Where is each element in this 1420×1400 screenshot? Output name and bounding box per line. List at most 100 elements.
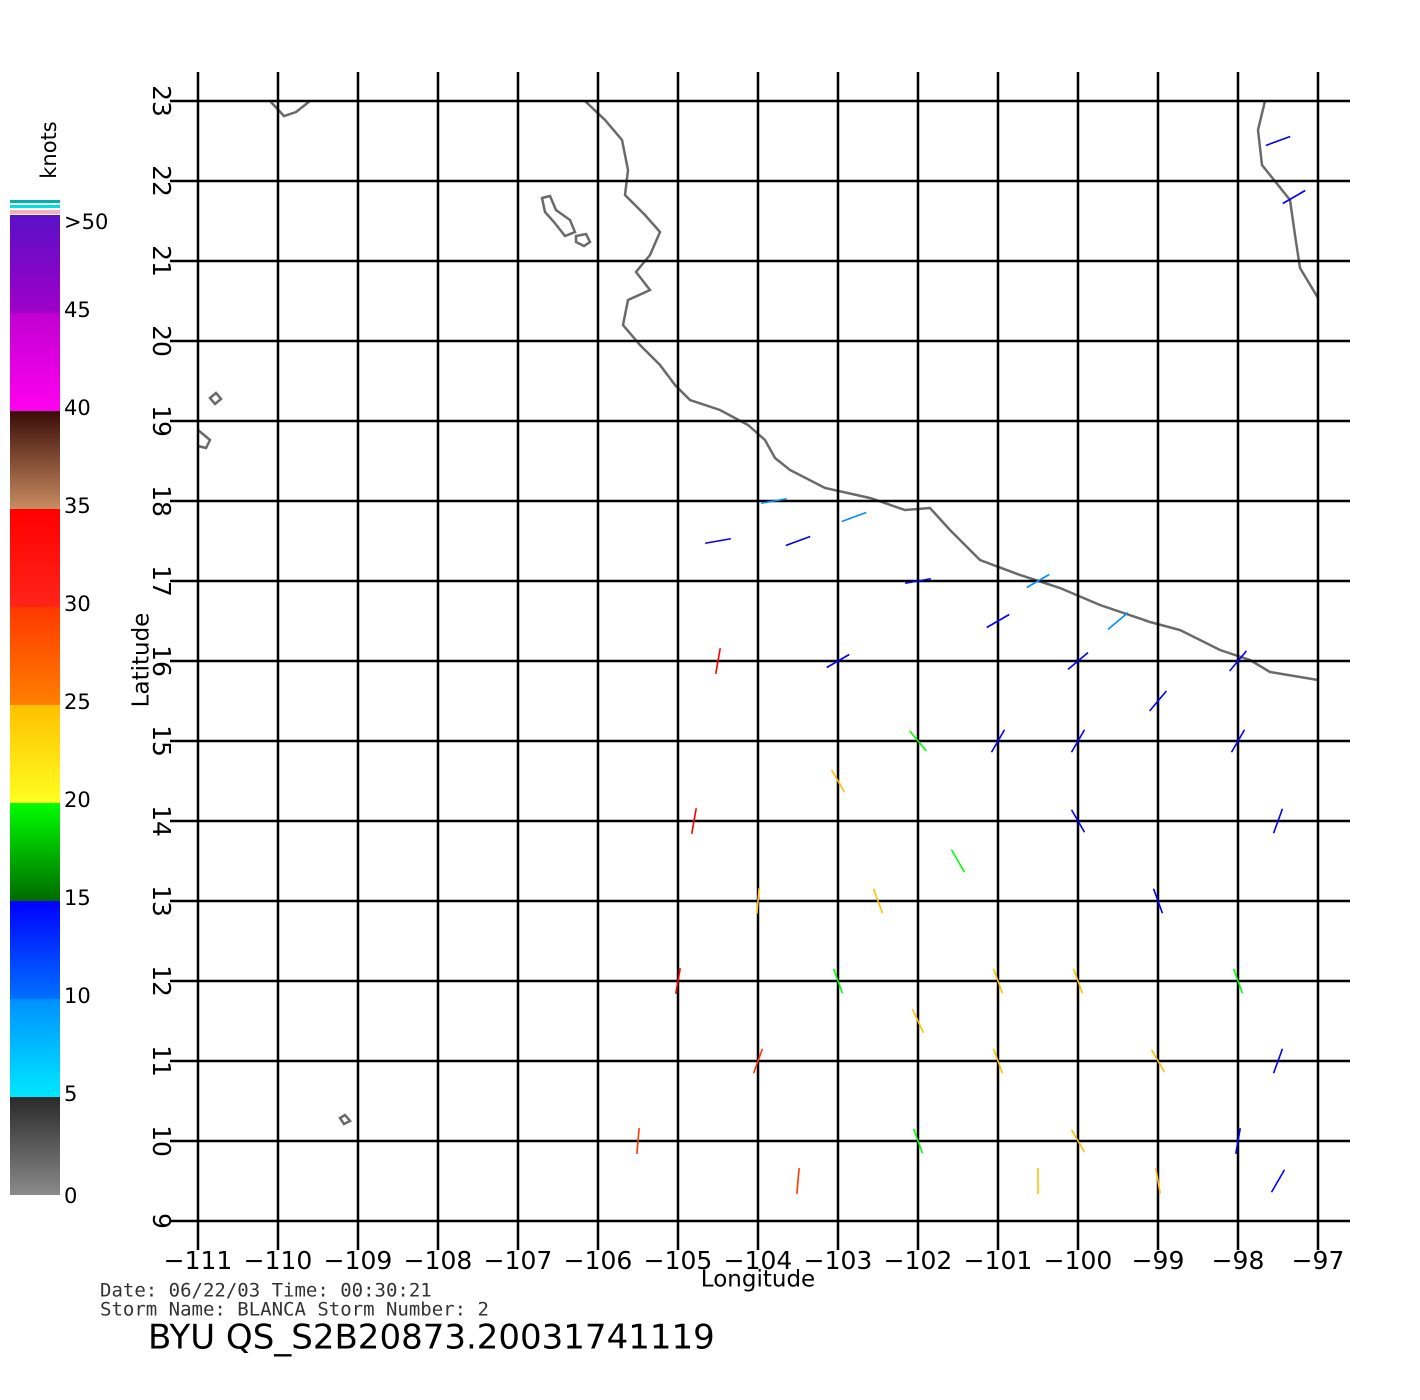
colorbar-tick-label: 25 <box>64 690 91 714</box>
colorbar-tick-label: 5 <box>64 1082 77 1106</box>
y-tick-label: 15 <box>147 725 176 757</box>
wind-vector <box>756 887 760 915</box>
colorbar-segment <box>10 215 60 313</box>
wind-vector <box>636 1127 640 1155</box>
wind-vector <box>1067 652 1089 670</box>
wind-vector <box>1232 968 1244 994</box>
wind-vector <box>761 497 787 505</box>
wind-vector <box>1026 573 1050 589</box>
colorbar-tick-label: 10 <box>64 984 91 1008</box>
x-tick-label: −107 <box>484 1246 553 1275</box>
wind-vector <box>1150 1049 1166 1073</box>
colorbar-tick-label: 0 <box>64 1184 77 1208</box>
wind-vector <box>1230 729 1246 753</box>
colorbar-tick-label: 15 <box>64 886 91 910</box>
y-axis-label: Latitude <box>129 613 155 708</box>
wind-vector <box>841 511 867 523</box>
colorbar-segment <box>10 803 60 901</box>
x-tick-label: −106 <box>564 1246 633 1275</box>
wind-vector <box>1072 968 1084 994</box>
wind-vector <box>872 888 884 914</box>
colorbar-tick-label: 20 <box>64 788 91 812</box>
wind-vector <box>714 648 722 674</box>
colorbar-cap <box>10 200 60 203</box>
x-tick-label: −103 <box>804 1246 873 1275</box>
colorbar-tick-label: 40 <box>64 396 91 420</box>
colorbar-label: knots <box>37 121 61 179</box>
wind-vector <box>785 535 811 547</box>
wind-vector <box>912 1128 924 1154</box>
x-tick-label: −100 <box>1044 1246 1113 1275</box>
wind-vector <box>1107 612 1129 630</box>
y-tick-label: 12 <box>147 965 176 997</box>
y-tick-label: 21 <box>147 245 176 277</box>
wind-vector <box>1154 1168 1162 1194</box>
wind-vector <box>1149 690 1167 712</box>
wind-vector <box>1234 1128 1242 1154</box>
colorbar-tick-label: 45 <box>64 298 91 322</box>
colorbar-segment <box>10 999 60 1097</box>
y-tick-label: 11 <box>147 1045 176 1077</box>
x-tick-label: −99 <box>1132 1246 1185 1275</box>
wind-vector <box>905 577 931 585</box>
x-tick-label: −105 <box>644 1246 713 1275</box>
wind-vector <box>1270 1169 1286 1193</box>
wind-vector <box>1272 1048 1284 1074</box>
wind-vector <box>909 730 927 752</box>
x-tick-label: −102 <box>884 1246 953 1275</box>
y-tick-label: 10 <box>147 1125 176 1157</box>
wind-vector <box>986 613 1010 629</box>
y-tick-label: 16 <box>147 645 176 677</box>
wind-vector <box>990 729 1006 753</box>
wind-vector <box>705 537 731 545</box>
y-tick-label: 20 <box>147 325 176 357</box>
y-tick-label: 13 <box>147 885 176 917</box>
x-tick-label: −97 <box>1292 1246 1345 1275</box>
x-axis-label: Longitude <box>701 1267 815 1293</box>
wind-vector <box>752 1048 764 1074</box>
wind-vector <box>1229 650 1247 672</box>
colorbar-segment <box>10 509 60 607</box>
y-tick-label: 19 <box>147 405 176 437</box>
wind-vector <box>1070 729 1086 753</box>
wind-vector <box>832 968 844 994</box>
colorbar-segment <box>10 607 60 705</box>
x-tick-label: −109 <box>324 1246 393 1275</box>
wind-vector <box>690 808 698 834</box>
wind-vector <box>1272 808 1284 834</box>
colorbar-segment <box>10 901 60 999</box>
x-tick-label: −108 <box>404 1246 473 1275</box>
wind-vector <box>674 968 682 994</box>
colorbar-segment <box>10 313 60 411</box>
date-line: Date: 06/22/03 Time: 00:30:21 <box>100 1280 432 1302</box>
storm-line: Storm Name: BLANCA Storm Number: 2 <box>100 1299 489 1321</box>
colorbar-tick-label: 30 <box>64 592 91 616</box>
wind-vector <box>1265 135 1291 147</box>
x-tick-label: −104 <box>724 1246 793 1275</box>
wind-vector <box>992 1048 1004 1074</box>
x-tick-label: −101 <box>964 1246 1033 1275</box>
wind-vector <box>826 653 850 669</box>
colorbar-segment <box>10 705 60 803</box>
file-label: BYU QS_S2B20873.20031741119 <box>148 1318 715 1358</box>
wind-vector <box>950 849 966 873</box>
wind-vector <box>830 769 846 793</box>
colorbar-tick-label: >50 <box>64 210 108 234</box>
y-tick-label: 9 <box>147 1213 176 1229</box>
wind-vector <box>1070 1129 1086 1153</box>
y-tick-label: 22 <box>147 165 176 197</box>
x-tick-label: −111 <box>164 1246 233 1275</box>
y-tick-label: 18 <box>147 485 176 517</box>
colorbar-cap <box>10 205 60 208</box>
wind-vector <box>1152 888 1164 914</box>
colorbar-cap <box>10 210 60 214</box>
y-tick-label: 17 <box>147 565 176 597</box>
x-tick-label: −110 <box>244 1246 313 1275</box>
wind-vector <box>1282 189 1306 205</box>
colorbar-segment <box>10 411 60 509</box>
wind-vector <box>796 1167 800 1195</box>
colorbar-tick-label: 35 <box>64 494 91 518</box>
x-tick-label: −98 <box>1212 1246 1265 1275</box>
wind-vector <box>1070 809 1086 833</box>
